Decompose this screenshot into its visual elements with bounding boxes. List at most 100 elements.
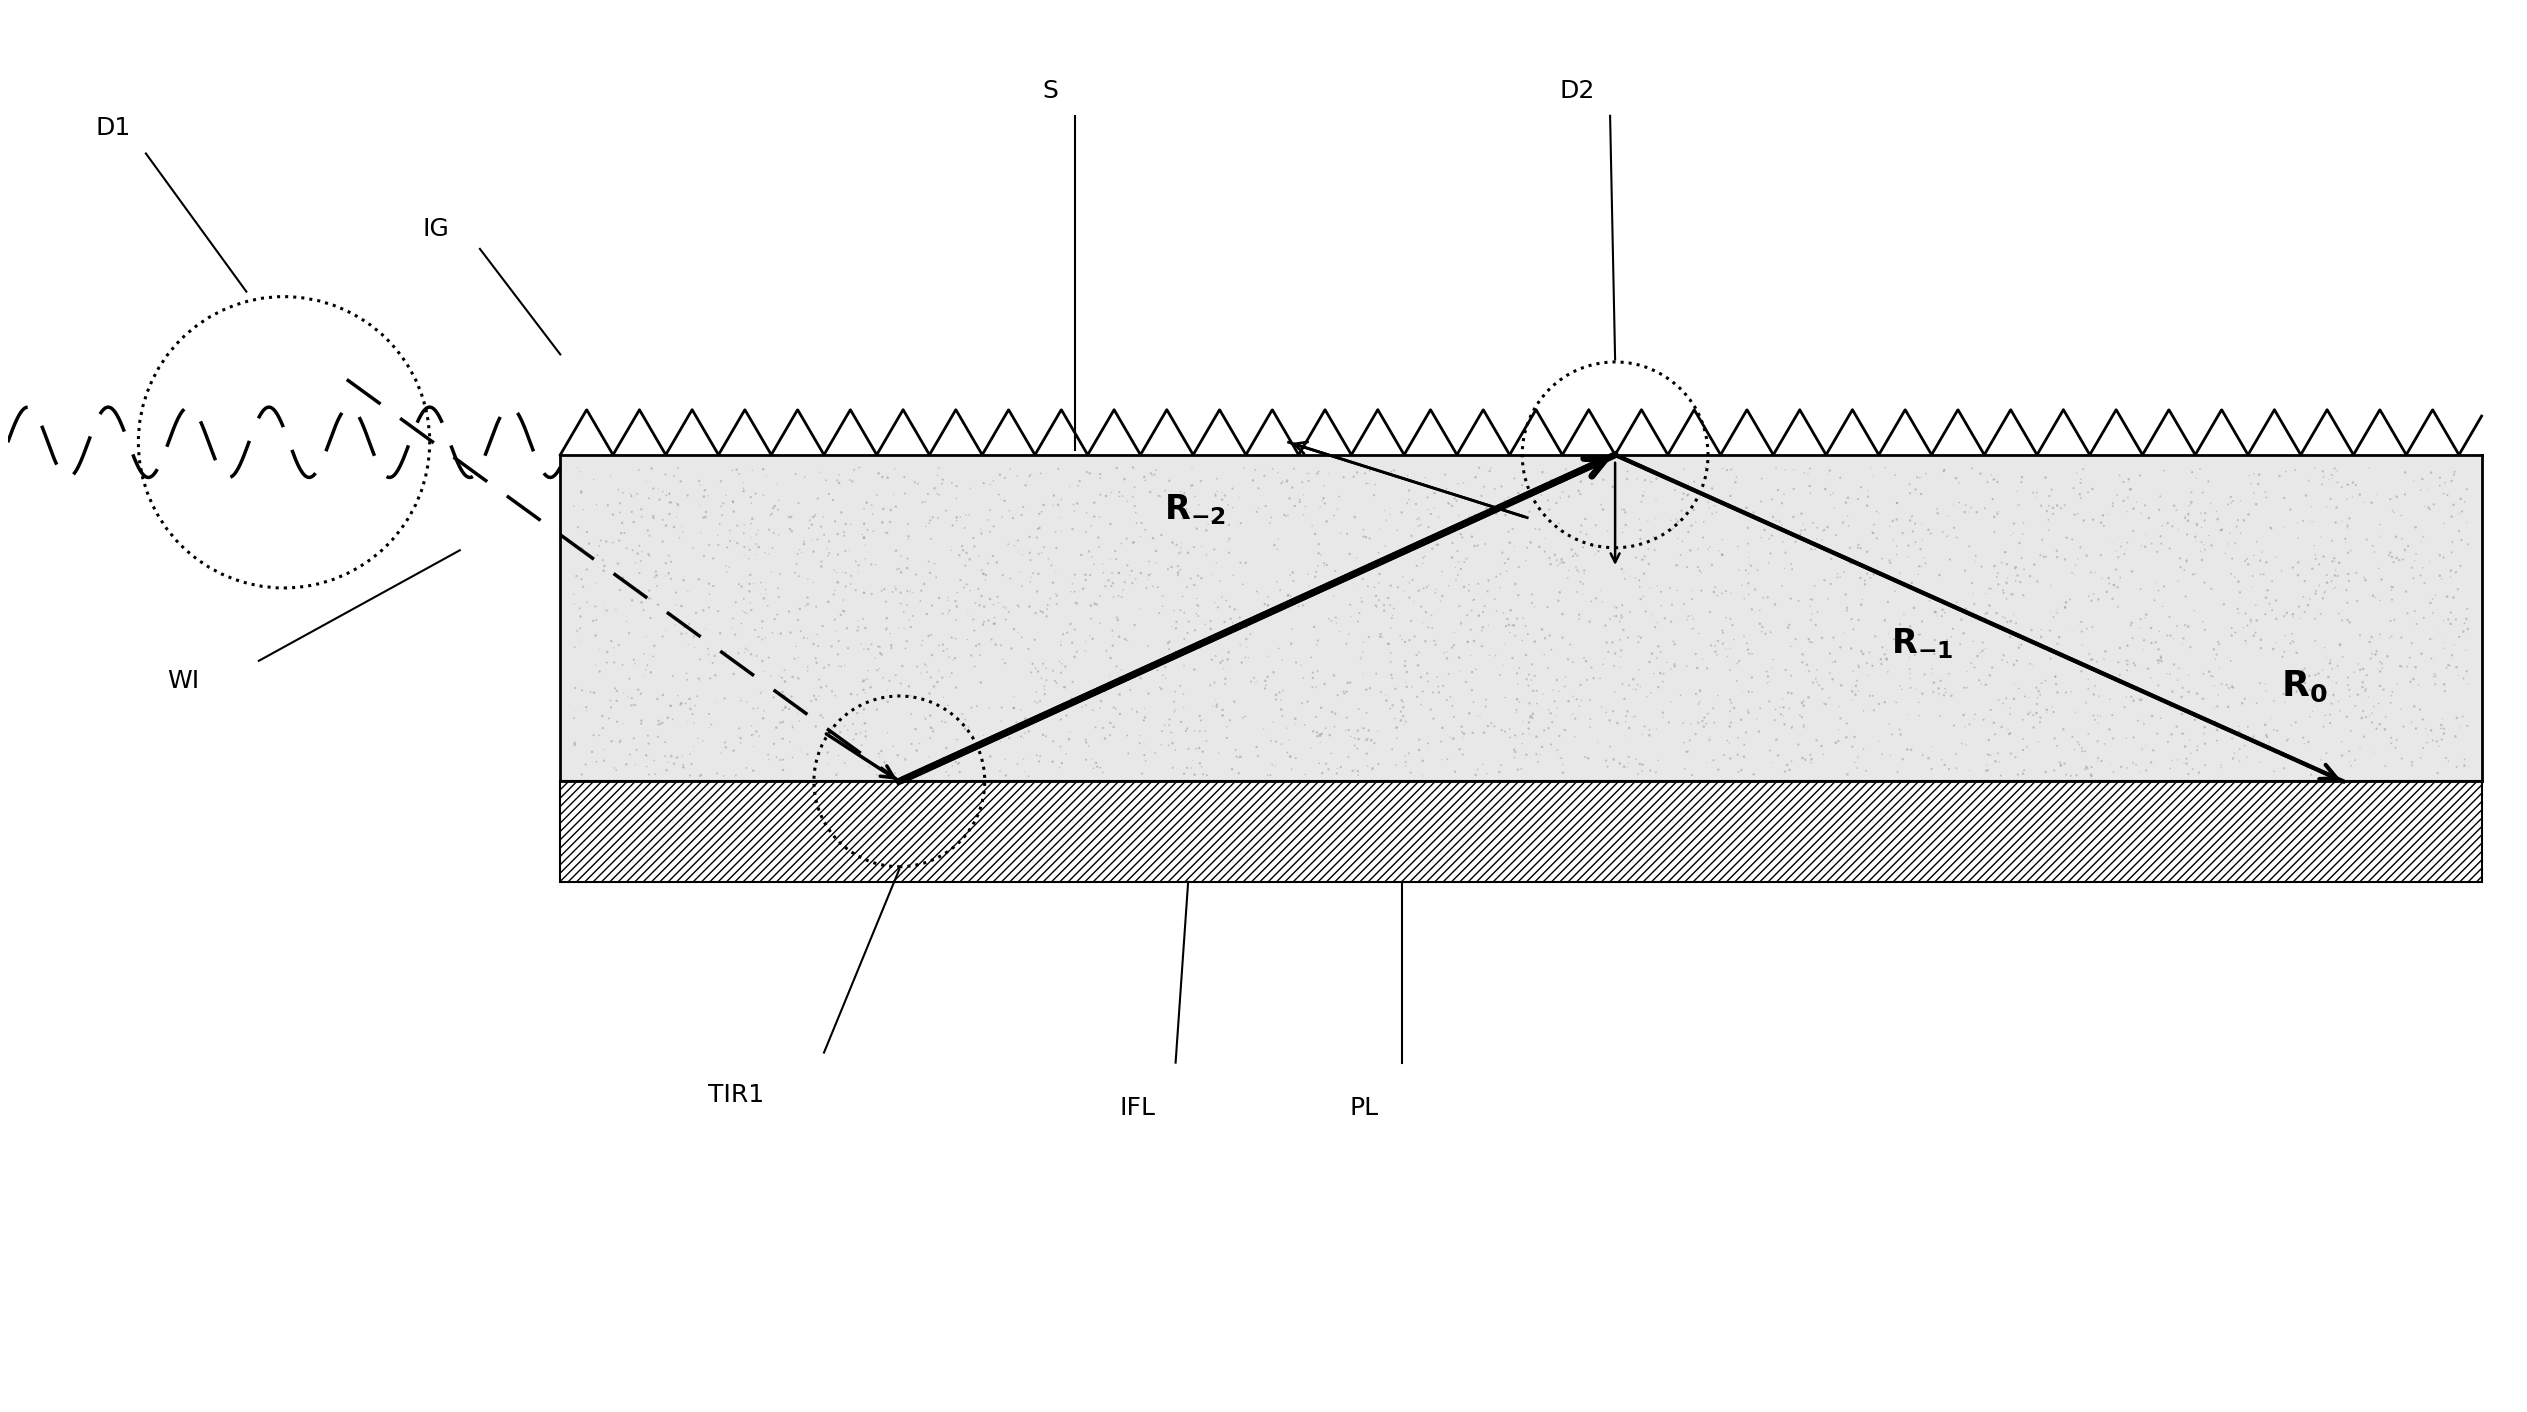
Point <box>1390 586 1430 609</box>
Point <box>566 753 606 775</box>
Point <box>1617 762 1658 785</box>
Point <box>970 521 1011 544</box>
Point <box>998 530 1039 552</box>
Point <box>809 741 849 764</box>
Point <box>2355 541 2396 563</box>
Point <box>1895 644 1936 666</box>
Point <box>1789 589 1830 611</box>
Point <box>2305 580 2345 603</box>
Point <box>778 710 819 733</box>
Point <box>857 699 897 722</box>
Point <box>819 762 859 785</box>
Point <box>692 575 733 597</box>
Point <box>730 599 771 621</box>
Point <box>564 576 604 599</box>
Point <box>2363 678 2403 700</box>
Point <box>993 507 1034 530</box>
Point <box>2423 717 2464 740</box>
Point <box>1102 484 1142 507</box>
Point <box>2173 758 2214 781</box>
Point <box>1696 641 1736 664</box>
Point <box>2166 507 2206 530</box>
Point <box>1663 530 1703 552</box>
Point <box>1514 703 1554 726</box>
Point <box>697 762 738 785</box>
Point <box>983 505 1023 528</box>
Point <box>1443 527 1483 549</box>
Point <box>1370 651 1410 674</box>
Point <box>2181 549 2221 572</box>
Point <box>685 501 725 524</box>
Point <box>667 668 708 690</box>
Point <box>1759 696 1799 719</box>
Point <box>1448 702 1488 724</box>
Point <box>1635 489 1675 511</box>
Point <box>831 683 872 706</box>
Point <box>2166 614 2206 637</box>
Point <box>910 746 950 768</box>
Point <box>1137 484 1178 507</box>
Point <box>1673 607 1713 630</box>
Point <box>2113 627 2153 650</box>
Point <box>1054 618 1094 641</box>
Point <box>1999 678 2039 700</box>
Point <box>1210 596 1251 618</box>
Point <box>2092 573 2133 596</box>
Point <box>2385 580 2426 603</box>
Point <box>1145 714 1185 737</box>
Point <box>2305 716 2345 738</box>
Point <box>2097 651 2138 674</box>
Point <box>1104 570 1145 593</box>
Point <box>1842 642 1883 665</box>
Point <box>2247 586 2287 609</box>
Point <box>1741 467 1782 490</box>
Point <box>1372 693 1413 716</box>
Point <box>799 668 839 690</box>
Point <box>1385 580 1425 603</box>
Point <box>1061 544 1102 566</box>
Point <box>793 633 834 655</box>
Point <box>644 618 685 641</box>
Point <box>1784 695 1824 717</box>
Point <box>1018 661 1059 683</box>
Point <box>2090 688 2130 710</box>
Point <box>1248 511 1289 534</box>
Point <box>2120 617 2161 640</box>
Point <box>1034 494 1074 517</box>
Point <box>715 459 756 481</box>
Point <box>1946 597 1986 620</box>
Point <box>1463 753 1504 775</box>
Point <box>2075 583 2115 606</box>
Point <box>745 659 786 682</box>
Point <box>1867 638 1908 661</box>
Point <box>1483 633 1524 655</box>
Point <box>1195 483 1236 505</box>
Point <box>2077 589 2118 611</box>
Point <box>1918 501 1958 524</box>
Point <box>1703 457 1744 480</box>
Point <box>2449 532 2489 555</box>
Point <box>1208 527 1248 549</box>
Point <box>2335 474 2375 497</box>
Point <box>1842 700 1883 723</box>
Point <box>1450 644 1491 666</box>
Point <box>943 703 983 726</box>
Point <box>1678 487 1718 510</box>
Point <box>2105 727 2145 750</box>
Point <box>619 534 660 556</box>
Point <box>1261 733 1301 755</box>
Point <box>986 490 1026 513</box>
Point <box>1832 618 1873 641</box>
Point <box>1468 714 1509 737</box>
Point <box>968 508 1008 531</box>
Point <box>2037 599 2077 621</box>
Point <box>2257 589 2297 611</box>
Point <box>965 569 1006 592</box>
Point <box>2224 688 2264 710</box>
Point <box>1683 527 1723 549</box>
Point <box>553 707 594 730</box>
Point <box>1615 705 1655 727</box>
Point <box>1428 575 1468 597</box>
Point <box>1883 522 1923 545</box>
Point <box>1269 487 1309 510</box>
